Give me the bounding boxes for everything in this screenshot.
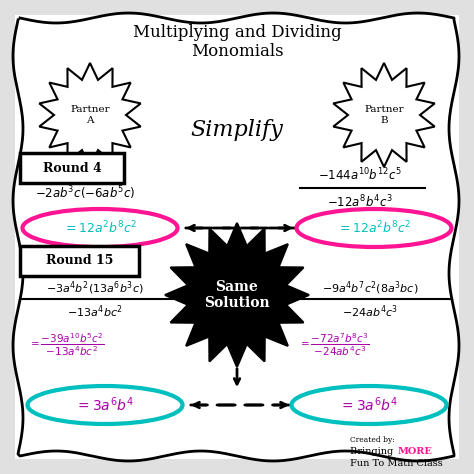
Text: $-2ab^3c(-6ab^5c)$: $-2ab^3c(-6ab^5c)$ xyxy=(35,184,135,202)
Text: Partner
B: Partner B xyxy=(364,105,404,125)
Polygon shape xyxy=(165,223,309,367)
Text: Same
Solution: Same Solution xyxy=(204,280,270,310)
Text: Fun To Math Class: Fun To Math Class xyxy=(350,458,443,467)
Text: $= \dfrac{-39a^{10}b^5c^2}{-13a^4bc^2}$: $= \dfrac{-39a^{10}b^5c^2}{-13a^4bc^2}$ xyxy=(28,332,104,358)
Text: $= 12a^2b^8c^2$: $= 12a^2b^8c^2$ xyxy=(337,220,411,237)
Text: Multiplying and Dividing
Monomials: Multiplying and Dividing Monomials xyxy=(133,24,341,60)
Text: $= 12a^2b^8c^2$: $= 12a^2b^8c^2$ xyxy=(63,220,137,237)
Text: Partner
A: Partner A xyxy=(70,105,110,125)
Text: $-12a^8b^4c^3$: $-12a^8b^4c^3$ xyxy=(327,194,393,210)
Text: Round 4: Round 4 xyxy=(43,162,101,174)
Text: Simplify: Simplify xyxy=(191,119,283,141)
FancyBboxPatch shape xyxy=(20,246,139,276)
Ellipse shape xyxy=(22,209,177,247)
FancyBboxPatch shape xyxy=(20,153,124,183)
Text: $= 3a^6b^4$: $= 3a^6b^4$ xyxy=(339,396,399,414)
Text: Created by:: Created by: xyxy=(350,436,395,444)
Text: Round 15: Round 15 xyxy=(46,255,114,267)
FancyBboxPatch shape xyxy=(15,15,459,459)
Text: $= \dfrac{-72a^7b^8c^3}{-24ab^4c^3}$: $= \dfrac{-72a^7b^8c^3}{-24ab^4c^3}$ xyxy=(298,332,370,358)
Ellipse shape xyxy=(27,386,182,424)
Text: $-144a^{10}b^{12}c^5$: $-144a^{10}b^{12}c^5$ xyxy=(318,167,402,183)
Text: $-9a^4b^7c^2(8a^3bc)$: $-9a^4b^7c^2(8a^3bc)$ xyxy=(322,279,418,297)
Ellipse shape xyxy=(292,386,447,424)
Polygon shape xyxy=(39,63,141,167)
Polygon shape xyxy=(333,63,435,167)
Text: $-3a^4b^2(13a^6b^3c)$: $-3a^4b^2(13a^6b^3c)$ xyxy=(46,279,144,297)
Text: Bringing: Bringing xyxy=(350,447,396,456)
Text: $= 3a^6b^4$: $= 3a^6b^4$ xyxy=(75,396,135,414)
Text: $-13a^4bc^2$: $-13a^4bc^2$ xyxy=(67,304,123,320)
Text: $-24ab^4c^3$: $-24ab^4c^3$ xyxy=(342,304,398,320)
Ellipse shape xyxy=(297,209,452,247)
Text: MORE: MORE xyxy=(398,447,433,456)
